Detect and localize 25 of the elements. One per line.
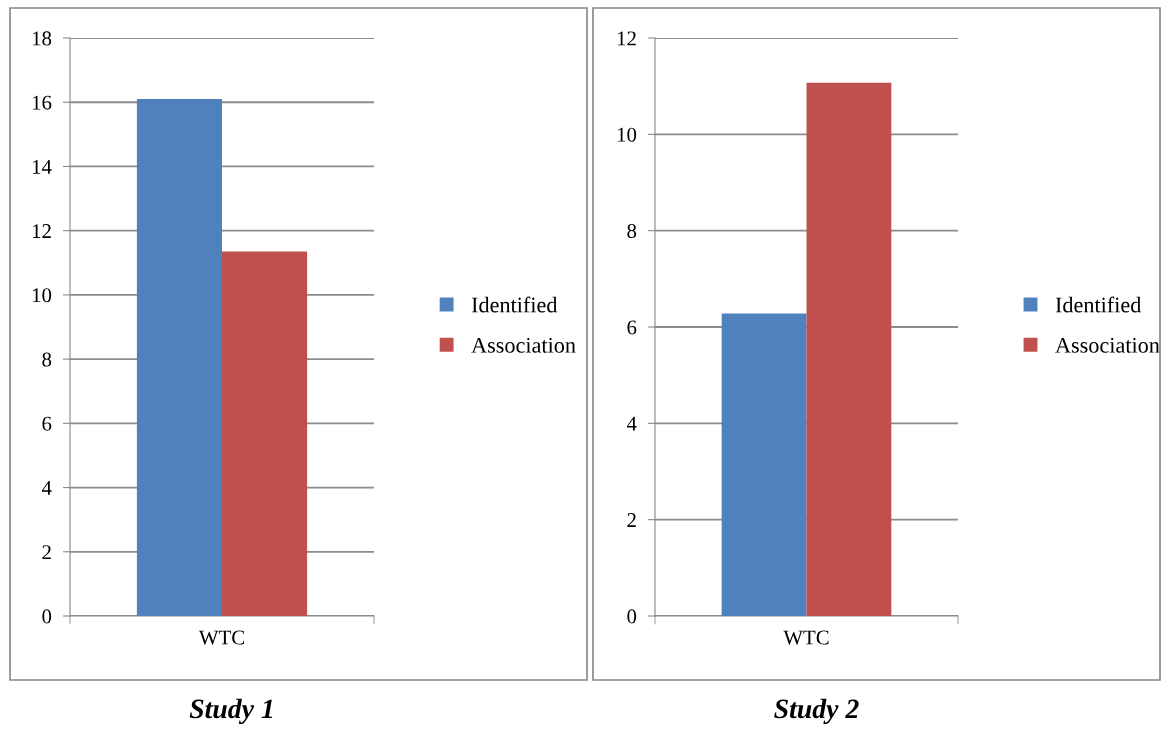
y-tick-label: 0 [42, 609, 52, 624]
legend-label: Identified [471, 296, 558, 313]
y-tick-label: 18 [32, 31, 52, 46]
y-tick-label: 2 [627, 513, 636, 527]
x-tick-label: WTC [783, 630, 829, 645]
y-tick-label: 10 [617, 127, 637, 142]
y-tick-label: 16 [32, 95, 52, 110]
y-tick-label: 6 [42, 416, 52, 431]
text: Study 1 [189, 698, 273, 724]
y-tick-label: 8 [42, 352, 52, 367]
legend-label: Association [471, 337, 576, 353]
y-tick-label: 0 [627, 609, 637, 624]
y-tick-label: 12 [617, 31, 636, 46]
legend-label: Identified [1055, 296, 1142, 313]
y-tick-label: 4 [626, 416, 637, 431]
y-tick-label: 2 [42, 545, 51, 560]
text: Study 2 [774, 698, 859, 724]
y-tick-label: 14 [32, 159, 52, 174]
y-tick-label: 12 [32, 224, 51, 238]
y-tick-label: 10 [32, 288, 52, 303]
legend-label: Association [1055, 337, 1160, 353]
y-tick-label: 4 [41, 481, 52, 495]
y-tick-label: 8 [627, 224, 637, 239]
x-tick-label: WTC [198, 630, 244, 645]
y-tick-label: 6 [627, 320, 637, 335]
